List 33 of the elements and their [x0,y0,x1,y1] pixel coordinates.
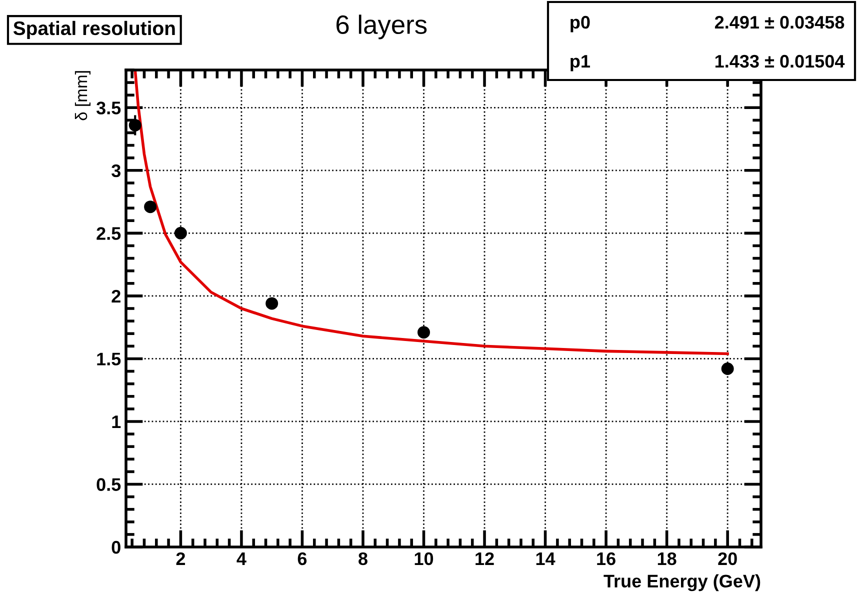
point [418,326,430,339]
annotation: p1 [570,55,590,72]
y-tick-label: 2 [112,290,120,302]
x-tick-label: 12 [476,552,494,565]
x-tick-label: 2 [176,552,185,565]
x-tick-label: 10 [414,552,434,566]
x-tick-label: 14 [536,552,556,565]
line-series [134,70,729,356]
point [144,200,157,214]
point [266,297,278,310]
point [128,118,142,132]
text: 1.433 ± 0.01504 [715,54,845,68]
chart-title: Spatial resolution [13,20,175,40]
text: p0 [570,16,590,32]
y-tick-label: 3.5 [96,102,121,114]
x-tick-label: 16 [597,552,616,566]
y-tick-label: 3 [112,164,120,178]
y-tick-label: 0 [112,540,120,554]
x-tick-label: 4 [236,552,246,565]
x-tick-label: 20 [718,552,737,566]
x-axis-title: True Energy (GeV) [604,574,760,592]
x-tick-label: 18 [658,552,676,566]
point [174,226,187,240]
x-tick-label: 6 [298,552,307,566]
y-tick-label: 1.5 [97,352,121,366]
y-axis-title: δ [mm] [74,71,90,120]
y-tick-label: 2.5 [96,227,121,240]
y-tick-label: 0.5 [96,478,121,491]
point [721,362,734,376]
y-tick-label: 1 [112,416,121,428]
chart-subtitle: 6 layers [336,14,427,40]
text: 2.491 ± 0.03458 [714,16,844,29]
x-tick-label: 8 [358,552,368,566]
